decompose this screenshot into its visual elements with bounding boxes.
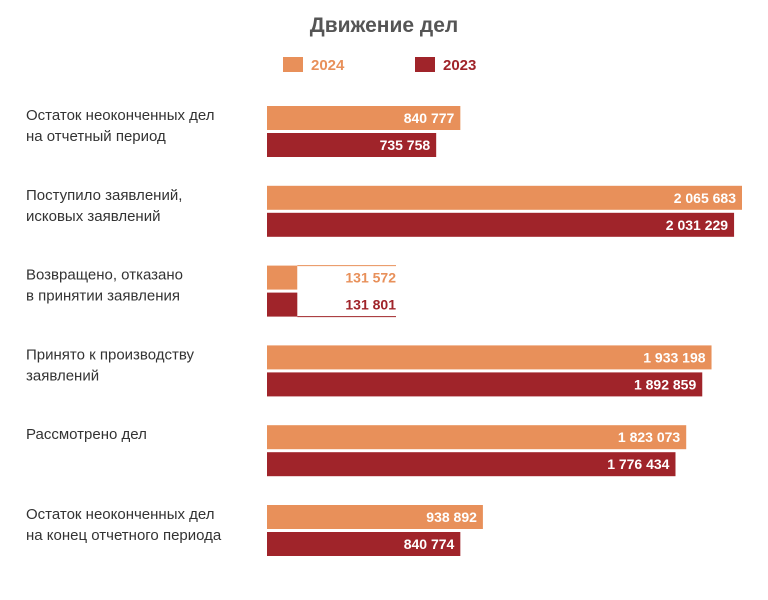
category-label: исковых заявлений <box>26 208 160 225</box>
value-label-2024: 1 933 198 <box>643 349 705 365</box>
value-label-2023: 1 892 859 <box>634 376 696 392</box>
value-label-2023: 735 758 <box>380 137 431 153</box>
bar-2023 <box>267 532 461 556</box>
value-label-2023: 131 801 <box>345 297 396 313</box>
value-label-2024: 2 065 683 <box>674 190 736 206</box>
category-label: в принятии заявления <box>26 288 180 305</box>
value-label-2024: 938 892 <box>426 509 477 525</box>
legend-swatch-2023 <box>415 57 435 72</box>
category-label: Остаток неоконченных дел <box>26 506 215 523</box>
bar-2024 <box>267 425 687 450</box>
category-label: Принято к производству <box>26 346 194 363</box>
category-label: Возвращено, отказано <box>26 267 183 284</box>
bar-2023 <box>267 212 735 237</box>
bar-2024 <box>267 185 742 210</box>
legend-label-2023: 2023 <box>443 57 476 74</box>
value-label-2023: 1 776 434 <box>607 456 669 472</box>
category-labels: Остаток неоконченных дел на отчетный пери… <box>26 107 222 544</box>
bar-2023 <box>267 292 298 317</box>
bar-2023 <box>267 452 676 477</box>
legend-swatch-2024 <box>283 57 303 72</box>
value-label-2024: 840 777 <box>404 110 455 126</box>
category-label: Рассмотрено дел <box>26 426 147 443</box>
chart-title: Движение дел <box>310 14 459 37</box>
bar-2024 <box>267 505 483 529</box>
value-label-2023: 840 774 <box>404 536 455 552</box>
legend-label-2024: 2024 <box>311 57 345 74</box>
bar-2024 <box>267 345 712 370</box>
value-label-2024: 1 823 073 <box>618 429 680 445</box>
category-label: Остаток неоконченных дел <box>26 107 215 124</box>
bars <box>267 106 742 556</box>
bar-2023 <box>267 133 437 157</box>
value-label-2024: 131 572 <box>345 270 396 286</box>
bar-2024 <box>267 106 461 130</box>
category-label: на конец отчетного периода <box>26 527 222 544</box>
legend: 2024 2023 <box>283 57 476 74</box>
value-labels: 840 777 735 758 2 065 683 2 031 229 131 572 1… <box>345 110 736 552</box>
bar-2024 <box>267 265 298 290</box>
bar-2023 <box>267 372 703 397</box>
category-label: заявлений <box>26 367 99 384</box>
category-label: на отчетный период <box>26 128 166 145</box>
value-label-2023: 2 031 229 <box>666 217 728 233</box>
category-label: Поступило заявлений, <box>26 187 182 204</box>
